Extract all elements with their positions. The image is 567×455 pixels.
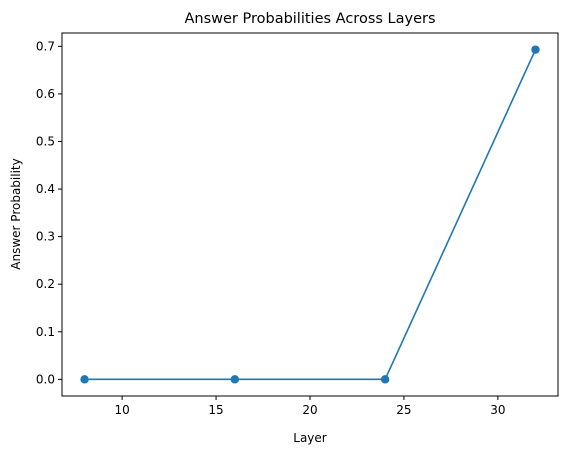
data-point [80,375,89,384]
y-tick-label: 0.2 [36,277,55,291]
x-axis-label: Layer [293,431,327,445]
x-tick-label: 30 [490,403,505,417]
x-tick-label: 15 [208,403,223,417]
y-axis: 0.0 0.1 0.2 0.3 0.4 0.5 0.6 0.7 [36,39,62,386]
chart-title: Answer Probabilities Across Layers [184,11,435,27]
data-point [380,375,390,384]
y-tick-label: 0.7 [36,39,55,53]
plot-area [80,45,540,384]
data-point [531,45,540,54]
y-tick-label: 0.1 [36,325,55,339]
x-tick-label: 20 [302,403,317,417]
plot-frame [61,32,559,397]
data-point [230,375,240,384]
y-tick-label: 0.4 [36,182,55,196]
x-axis: 10 15 20 25 30 [114,396,506,417]
x-tick-label: 25 [396,403,411,417]
y-tick-label: 0.5 [36,134,55,148]
y-tick-label: 0.0 [36,372,55,386]
y-tick-label: 0.3 [36,230,55,244]
y-tick-label: 0.6 [36,87,55,101]
series-line [84,49,537,381]
y-axis-label: Answer Probability [9,158,23,269]
x-tick-label: 10 [114,403,129,417]
